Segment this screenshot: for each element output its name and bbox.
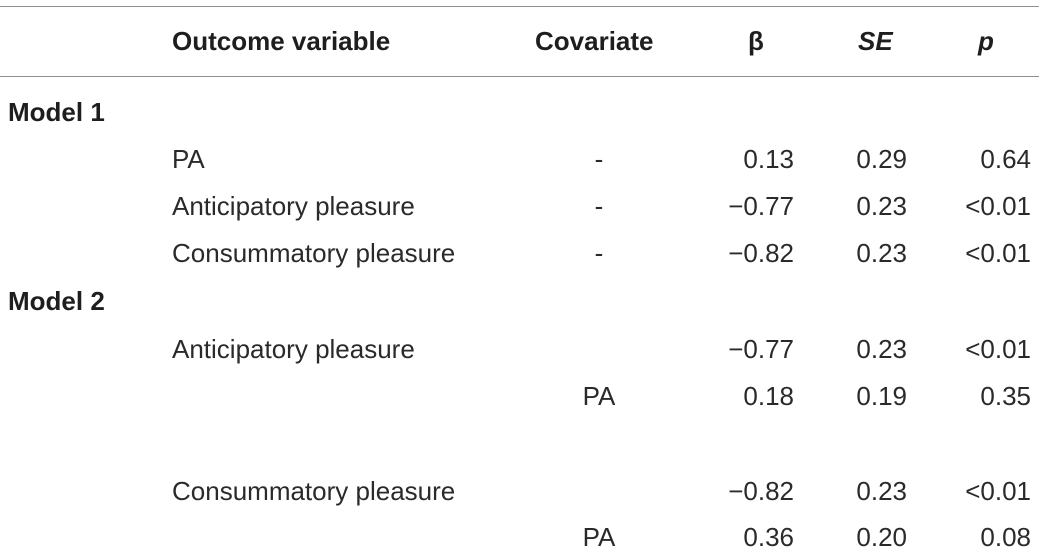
se-cell: 0.20 xyxy=(856,522,907,552)
beta-cell: 0.36 xyxy=(743,522,794,552)
model-2-label: Model 2 xyxy=(8,286,105,316)
beta-cell: −0.77 xyxy=(728,334,794,364)
se-cell: 0.29 xyxy=(856,144,907,174)
beta-cell: −0.77 xyxy=(728,191,794,221)
model-1-label: Model 1 xyxy=(8,97,105,127)
header-se: SE xyxy=(858,26,893,56)
covariate-cell: - xyxy=(594,191,604,221)
covariate-cell: PA xyxy=(582,522,616,552)
outcome-cell: PA xyxy=(172,144,205,174)
beta-cell: 0.18 xyxy=(743,381,794,411)
header-covariate: Covariate xyxy=(535,26,654,56)
outcome-cell: Anticipatory pleasure xyxy=(172,334,415,364)
p-cell: <0.01 xyxy=(965,191,1031,221)
covariate-cell: - xyxy=(594,144,604,174)
header-p: p xyxy=(978,26,994,56)
p-cell: 0.64 xyxy=(980,144,1031,174)
p-cell: 0.35 xyxy=(980,381,1031,411)
se-cell: 0.19 xyxy=(856,381,907,411)
se-cell: 0.23 xyxy=(856,334,907,364)
outcome-cell: Consummatory pleasure xyxy=(172,238,456,268)
outcome-cell: Anticipatory pleasure xyxy=(172,191,415,221)
covariate-cell: PA xyxy=(582,381,616,411)
p-cell: <0.01 xyxy=(965,334,1031,364)
header-beta: β xyxy=(748,26,764,56)
top-rule xyxy=(0,6,1039,7)
header-outcome-variable: Outcome variable xyxy=(172,26,391,56)
se-cell: 0.23 xyxy=(856,191,907,221)
p-cell: <0.01 xyxy=(965,476,1031,506)
beta-cell: 0.13 xyxy=(743,144,794,174)
covariate-cell: - xyxy=(594,238,604,268)
se-cell: 0.23 xyxy=(856,476,907,506)
beta-cell: −0.82 xyxy=(728,238,794,268)
beta-cell: −0.82 xyxy=(728,476,794,506)
outcome-cell: Consummatory pleasure xyxy=(172,476,456,506)
p-cell: <0.01 xyxy=(965,238,1031,268)
header-rule xyxy=(0,76,1039,77)
p-cell: 0.08 xyxy=(980,522,1031,552)
se-cell: 0.23 xyxy=(856,238,907,268)
